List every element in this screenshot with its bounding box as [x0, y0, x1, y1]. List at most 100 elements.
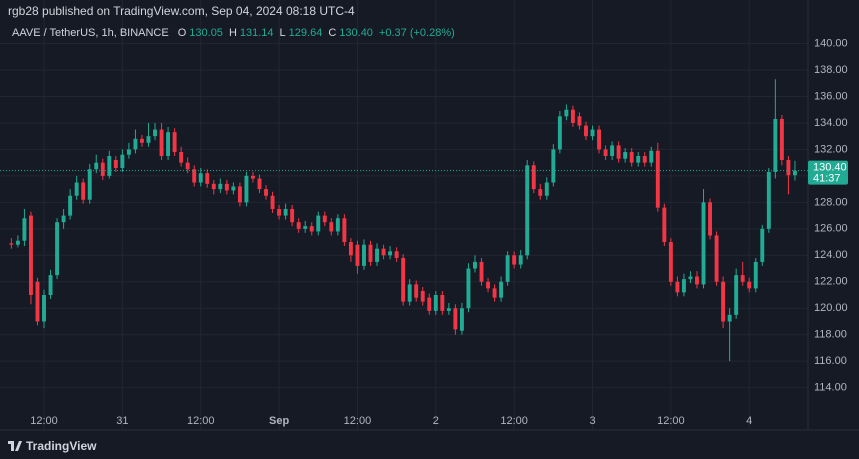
candle-body: [708, 202, 713, 236]
y-tick-label: 126.00: [814, 223, 848, 235]
candle-body: [420, 291, 425, 302]
publish-note: rgb28 published on TradingView.com, Sep …: [8, 4, 355, 18]
candle-body: [237, 186, 242, 203]
candle-body: [329, 222, 334, 232]
candle-body: [61, 215, 66, 223]
x-tick-label: 12:00: [187, 415, 215, 427]
candle-body: [198, 173, 203, 183]
candle-body: [544, 182, 549, 196]
candle-body: [107, 156, 112, 176]
candle-body: [538, 189, 543, 196]
candle-body: [316, 215, 321, 232]
candle-body: [28, 215, 33, 295]
candle-body: [668, 242, 673, 282]
candle-body: [55, 222, 60, 276]
candle-body: [211, 183, 216, 190]
y-tick-label: 114.00: [814, 382, 847, 394]
candle-body: [734, 275, 739, 315]
candle-body: [518, 255, 523, 265]
candle-body: [113, 160, 118, 168]
candle-body: [551, 149, 556, 183]
candle-body: [42, 295, 46, 322]
candle-body: [94, 162, 99, 170]
candle-body: [231, 186, 236, 191]
y-tick-label: 122.00: [814, 276, 848, 288]
y-tick-label: 124.00: [814, 249, 848, 261]
candle-body: [375, 248, 379, 262]
candle-body: [74, 182, 79, 196]
y-tick-label: 120.00: [814, 302, 848, 314]
y-tick-label: 138.00: [814, 64, 848, 76]
candle-body: [466, 268, 471, 309]
candle-body: [87, 169, 92, 200]
candle-body: [126, 149, 131, 155]
ohlc-label: H: [228, 27, 237, 39]
ohlc-value: 131.14: [239, 27, 274, 39]
candle-body: [446, 308, 451, 311]
candle-body: [303, 226, 308, 229]
candle-body: [362, 244, 366, 266]
ohlc-value: 130.40: [339, 27, 373, 39]
candle-body: [473, 261, 477, 269]
candle-body: [695, 276, 699, 285]
candle-body: [433, 295, 438, 311]
candle-body: [747, 281, 752, 289]
candle-body: [714, 235, 719, 282]
candle-body: [172, 132, 177, 153]
candle-body: [296, 222, 301, 229]
x-tick-label: 12:00: [657, 415, 685, 427]
candle-body: [792, 170, 797, 176]
candle-body: [766, 171, 771, 229]
candle-body: [570, 109, 575, 123]
symbol: AAVE / TetherUS, 1h, BINANCE: [12, 27, 169, 39]
ohlc-value: 130.05: [189, 27, 223, 39]
y-tick-label: 134.00: [814, 117, 848, 129]
candle-body: [179, 152, 184, 163]
x-tick-label: 2: [433, 415, 439, 427]
candle-body: [244, 175, 249, 203]
change: +0.37 (+0.28%): [378, 27, 455, 39]
candle-body: [218, 183, 223, 190]
price-tag: [808, 160, 848, 185]
candle-body: [133, 138, 138, 150]
candle-body: [368, 244, 373, 262]
candle-body: [688, 276, 693, 280]
x-tick-label: 31: [116, 415, 128, 427]
y-tick-label: 140.00: [814, 37, 848, 49]
candle-body: [760, 228, 765, 262]
candle-body: [185, 162, 190, 170]
x-tick-label: 12:00: [30, 415, 58, 427]
candle-body: [283, 208, 288, 216]
y-tick-label: 116.00: [814, 355, 847, 367]
legend: AAVE / TetherUS, 1h, BINANCE O 130.05 H 13…: [12, 27, 458, 39]
candle-body: [584, 125, 588, 137]
candle-body: [531, 165, 536, 190]
x-tick-label: 4: [746, 415, 752, 427]
candle-body: [492, 288, 497, 298]
x-tick-label: 12:00: [344, 415, 372, 427]
logo: [8, 441, 22, 451]
candle-body: [166, 132, 171, 157]
brand[interactable]: TradingView: [26, 439, 97, 453]
candle-body: [753, 261, 758, 289]
candle-body: [381, 248, 386, 256]
price-tag-label: 130.40: [813, 161, 847, 173]
candle-body: [779, 118, 784, 160]
candle-body: [557, 116, 562, 150]
candle-body: [629, 152, 634, 163]
candle-body: [603, 149, 608, 157]
candle-body: [257, 178, 262, 190]
candle-body: [264, 189, 268, 196]
candle-body: [335, 218, 340, 232]
ohlc-label: O: [177, 27, 187, 39]
candle-body: [577, 116, 582, 126]
candle-body: [309, 226, 314, 232]
candle-body: [224, 183, 229, 191]
candle-body: [139, 138, 144, 143]
candle-body: [786, 160, 791, 176]
candle-body: [499, 281, 504, 298]
candle-body: [610, 145, 615, 157]
candle-body: [81, 182, 86, 200]
candle-body: [564, 109, 569, 117]
